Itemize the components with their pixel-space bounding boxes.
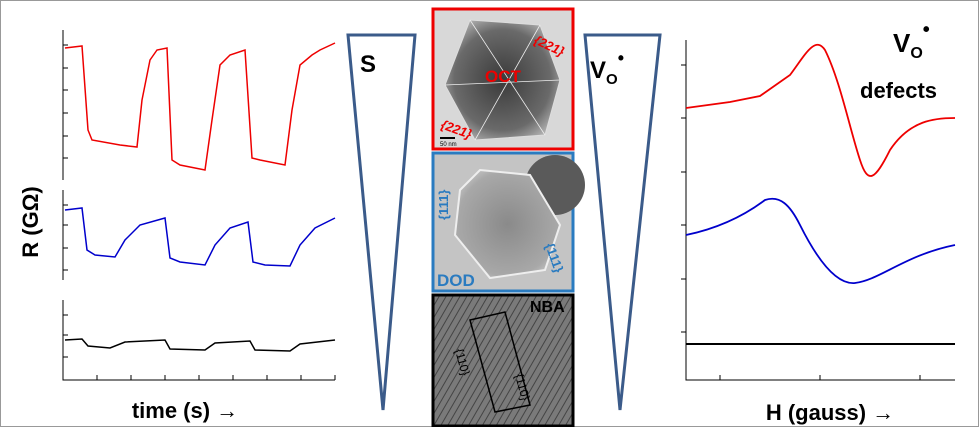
triangle-s-label: S	[360, 51, 376, 78]
superscript: •	[618, 48, 624, 68]
tem-oct: OCT {221} {221} 50 nm	[433, 9, 573, 149]
annotation-symbol: VO•	[893, 19, 930, 62]
image-label: DOD	[437, 271, 475, 290]
image-label: OCT	[485, 67, 522, 86]
resistance-panel: R (GΩ) time (s) →	[18, 30, 335, 423]
epr-panel: VO• defects H (gauss) →	[681, 19, 955, 425]
image-label: NBA	[530, 299, 565, 316]
triangle-v	[585, 35, 660, 410]
figure: R (GΩ) time (s) → S OCT {221} {221} 50 n…	[0, 0, 979, 427]
blue-epr	[686, 199, 955, 283]
tem-dod: DOD {111} {111}	[433, 153, 585, 291]
red-epr	[686, 45, 955, 176]
blue-trace	[65, 208, 335, 266]
subscript: O	[910, 45, 922, 62]
x-label: H (gauss) →	[766, 400, 894, 425]
symbol: V	[893, 28, 911, 58]
annotation-text: defects	[860, 78, 937, 103]
triangle-s	[348, 35, 415, 410]
scale-bar: 50 nm	[440, 142, 457, 148]
y-label: R (GΩ)	[18, 186, 43, 257]
symbol: V	[590, 57, 606, 84]
facet: {111}	[436, 190, 451, 220]
red-trace	[65, 43, 335, 170]
superscript: •	[923, 19, 930, 41]
tem-nba: NBA {110} {110}	[433, 295, 573, 426]
black-trace	[65, 339, 335, 351]
subscript: O	[606, 71, 618, 88]
x-label: time (s) →	[132, 398, 238, 423]
axes	[63, 30, 335, 380]
